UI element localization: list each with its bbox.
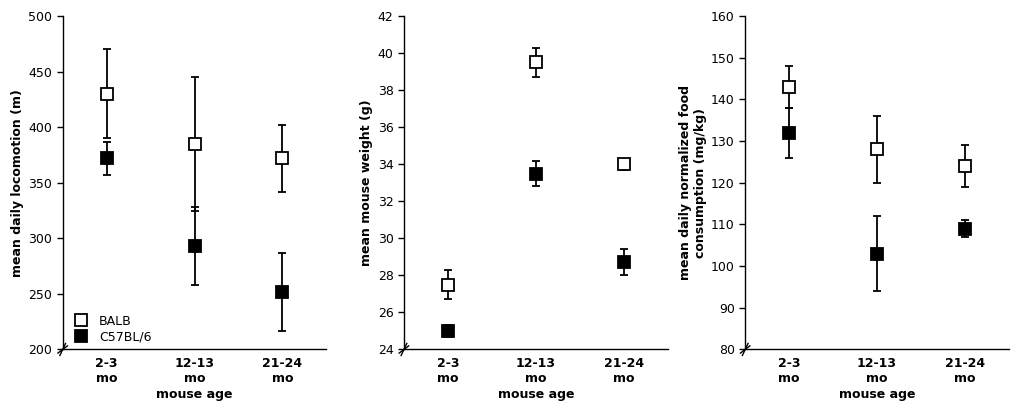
X-axis label: mouse age: mouse age xyxy=(156,388,232,401)
X-axis label: mouse age: mouse age xyxy=(497,388,574,401)
Y-axis label: mean mouse weight (g): mean mouse weight (g) xyxy=(360,99,373,266)
Y-axis label: mean daily locomotion (m): mean daily locomotion (m) xyxy=(11,89,24,277)
Legend: BALB, C57BL/6: BALB, C57BL/6 xyxy=(69,315,151,343)
X-axis label: mouse age: mouse age xyxy=(838,388,914,401)
Y-axis label: mean daily normalized food
consumption (mg/kg): mean daily normalized food consumption (… xyxy=(678,85,706,280)
